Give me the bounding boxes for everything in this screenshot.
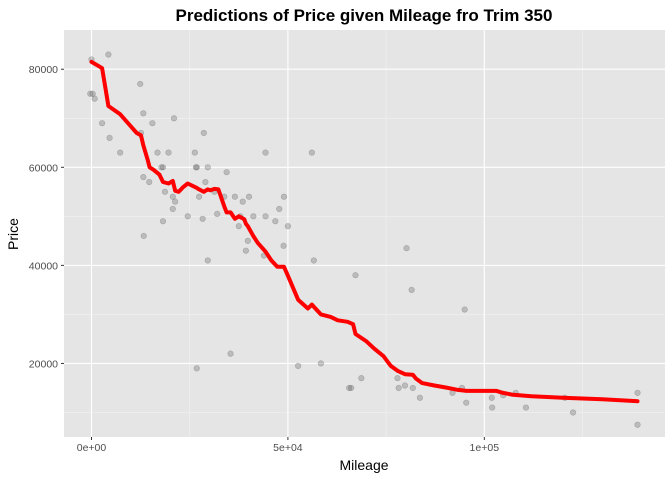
data-point <box>137 80 144 88</box>
data-point <box>235 223 242 230</box>
data-point <box>159 164 167 171</box>
data-point <box>634 421 641 428</box>
chart-title: Predictions of Price given Mileage fro T… <box>176 6 553 25</box>
data-point <box>242 247 249 254</box>
data-point <box>154 149 161 156</box>
data-point <box>105 51 112 58</box>
data-point <box>169 193 176 200</box>
y-axis-title: Price <box>5 218 21 250</box>
data-point <box>191 149 198 156</box>
data-point <box>276 205 283 213</box>
data-point <box>245 193 253 200</box>
data-point <box>204 164 211 171</box>
data-point <box>634 389 641 396</box>
data-point <box>117 149 124 156</box>
data-point <box>403 245 410 252</box>
data-point <box>204 257 211 264</box>
data-point <box>358 375 365 382</box>
y-tick-label: 60000 <box>29 162 58 174</box>
x-axis-title: Mileage <box>339 457 388 473</box>
data-point <box>394 375 401 382</box>
minor-gridlines <box>64 30 665 437</box>
data-point <box>348 384 355 392</box>
data-point <box>89 90 96 97</box>
data-point <box>87 90 94 97</box>
data-point <box>140 174 147 181</box>
data-point <box>202 178 209 186</box>
data-point <box>149 120 156 127</box>
data-point <box>284 223 292 230</box>
data-point <box>91 95 98 102</box>
major-gridlines <box>64 30 665 437</box>
data-point <box>346 384 353 392</box>
data-point <box>227 350 234 357</box>
data-point <box>140 110 147 117</box>
data-point <box>239 198 246 205</box>
y-tick-label: 40000 <box>29 260 58 272</box>
data-point <box>569 409 577 416</box>
data-point <box>408 286 415 293</box>
data-point <box>159 218 167 225</box>
data-point <box>196 193 203 200</box>
data-point <box>463 399 470 406</box>
data-point <box>280 193 288 200</box>
data-point <box>295 362 302 369</box>
data-point <box>401 382 409 389</box>
data-point <box>250 213 257 220</box>
data-point <box>158 164 165 171</box>
data-point <box>172 198 179 205</box>
x-axis-ticks: 0e+00 5e+04 1e+05 <box>77 437 499 454</box>
y-tick-label: 80000 <box>29 64 58 76</box>
plot-panel <box>64 30 665 437</box>
y-axis-ticks: 20000 40000 60000 80000 <box>29 64 64 370</box>
prediction-line <box>89 59 640 404</box>
data-point <box>223 169 230 176</box>
data-point <box>280 242 287 249</box>
x-tick-label: 0e+00 <box>77 442 107 454</box>
data-point <box>244 237 251 244</box>
data-point <box>106 134 113 141</box>
data-point <box>199 215 206 222</box>
data-point <box>489 404 496 411</box>
data-point <box>395 384 402 392</box>
data-point <box>169 205 176 213</box>
data-point <box>184 213 191 220</box>
data-point <box>262 213 269 220</box>
data-point <box>99 120 106 127</box>
data-point <box>193 164 200 171</box>
data-point <box>416 394 423 401</box>
data-point <box>409 384 416 392</box>
data-point <box>161 188 169 195</box>
data-point <box>231 193 238 200</box>
data-point <box>352 272 359 279</box>
data-point <box>146 178 153 186</box>
data-point <box>140 232 147 240</box>
data-point <box>200 129 207 137</box>
data-point <box>262 149 269 156</box>
data-point <box>461 306 468 313</box>
x-tick-label: 5e+04 <box>273 442 303 454</box>
data-point <box>165 149 172 156</box>
data-point <box>308 149 315 156</box>
data-point <box>522 404 530 411</box>
data-point <box>214 210 221 217</box>
x-tick-label: 1e+05 <box>470 442 500 454</box>
data-point <box>272 218 279 225</box>
data-point <box>170 115 178 122</box>
data-point <box>488 394 495 401</box>
data-point <box>317 360 324 367</box>
data-point <box>310 257 317 264</box>
y-tick-label: 20000 <box>29 358 58 370</box>
data-point <box>193 365 200 372</box>
data-point <box>192 164 200 171</box>
scatter-points <box>87 51 641 428</box>
